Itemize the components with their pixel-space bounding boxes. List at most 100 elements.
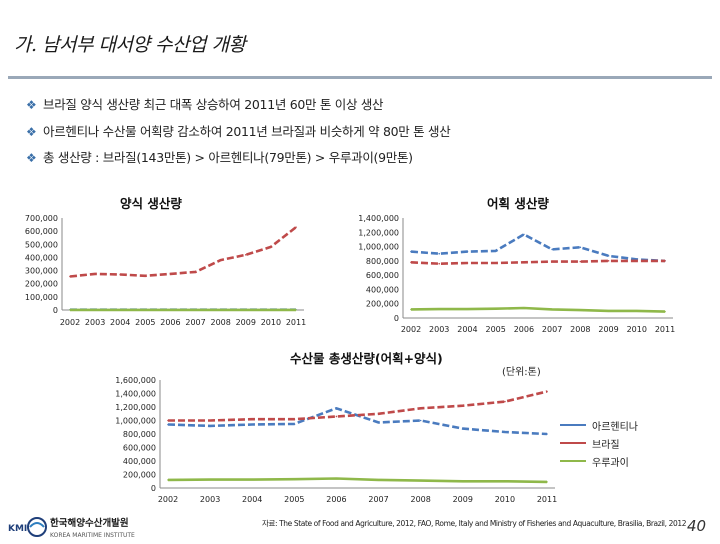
data-point — [169, 309, 172, 311]
data-point — [551, 308, 553, 311]
logo-name-ko: 한국해양수산개발원 — [50, 517, 129, 529]
data-point — [546, 433, 548, 435]
bullet-item: ❖ 총 생산량 : 브라질(143만톤) > 아르헨티나(79만톤) > 우루과이… — [26, 148, 450, 175]
y-tick-label: 100,000 — [25, 293, 58, 302]
bullet-text: 브라질 양식 생산량 최근 대폭 상승하여 2011년 60만 톤 이상 생산 — [43, 97, 384, 112]
data-point — [209, 425, 211, 427]
bullet-list: ❖ 브라질 양식 생산량 최근 대폭 상승하여 2011년 60만 톤 이상 생산… — [26, 95, 451, 175]
x-tick-label: 2011 — [537, 495, 557, 504]
data-point — [251, 418, 254, 420]
diamond-bullet-icon: ❖ — [26, 151, 37, 165]
x-tick-label: 2002 — [60, 318, 80, 327]
data-point — [219, 309, 222, 311]
logo-abbr: KMI — [8, 524, 27, 534]
x-tick-label: 2011 — [286, 318, 306, 327]
data-point — [194, 271, 197, 273]
data-point — [167, 423, 169, 426]
data-point — [167, 479, 169, 481]
series-line-우루과이 — [167, 477, 548, 484]
data-point — [551, 248, 553, 251]
data-point — [466, 250, 469, 253]
data-point — [295, 226, 297, 228]
data-point — [335, 415, 338, 418]
y-tick-label: 1,200,000 — [115, 403, 156, 412]
data-point — [169, 273, 172, 275]
data-point — [94, 309, 96, 311]
data-point — [209, 419, 211, 422]
x-tick-label: 2007 — [542, 325, 562, 334]
series-line-브라질 — [410, 259, 665, 266]
data-point — [504, 431, 506, 433]
aquaculture-chart-title: 양식 생산량 — [120, 196, 182, 211]
total-chart-title: 수산물 총생산량(어획+양식) — [290, 351, 443, 366]
data-point — [377, 412, 380, 415]
diamond-bullet-icon: ❖ — [26, 124, 37, 139]
data-point — [494, 307, 497, 310]
data-point — [244, 309, 247, 311]
data-point — [579, 260, 582, 263]
legend-swatch — [560, 460, 586, 462]
series-line-우루과이 — [410, 306, 666, 313]
data-point — [579, 309, 582, 311]
data-point — [293, 418, 296, 420]
data-point — [119, 273, 122, 276]
data-point — [410, 308, 412, 311]
kmi-emblem-icon: KMI 한국해양수산개발원 KOREA MARITIME INSTITUTE — [8, 517, 135, 539]
data-point — [377, 479, 380, 481]
data-point — [635, 310, 638, 312]
data-point — [410, 261, 412, 264]
data-point — [438, 308, 441, 310]
y-tick-label: 200,000 — [123, 471, 156, 480]
data-point — [69, 309, 71, 311]
y-tick-label: 600,000 — [366, 271, 399, 280]
x-tick-label: 2002 — [401, 325, 421, 334]
unit-label: (단위:톤) — [502, 367, 541, 378]
data-point — [119, 309, 122, 311]
bullet-text: 총 생산량 : 브라질(143만톤) > 아르헨티나(79만톤) > 우루과이(… — [43, 150, 413, 165]
y-tick-label: 300,000 — [25, 267, 58, 276]
series-line-아르헨티나 — [167, 406, 548, 436]
data-point — [94, 273, 96, 275]
series-line-브라질 — [168, 390, 548, 422]
x-tick-label: 2003 — [429, 325, 449, 334]
data-point — [410, 250, 412, 253]
data-point — [466, 308, 469, 310]
capture-chart: 0 200,000 400,000 600,000 800,000 1,000,000 1,… — [358, 214, 675, 334]
x-tick-label: 2009 — [453, 495, 473, 504]
x-tick-label: 2010 — [261, 318, 281, 327]
data-point — [244, 254, 247, 256]
data-point — [494, 262, 497, 264]
data-point — [194, 309, 197, 311]
x-tick-label: 2007 — [185, 318, 205, 327]
y-tick-label: 1,600,000 — [115, 376, 156, 385]
data-point — [144, 275, 147, 277]
x-tick-label: 2009 — [598, 325, 618, 334]
bullet-item: ❖ 아르헨티나 수산물 어획량 감소하여 2011년 브라질과 비슷하게 약 80… — [26, 122, 451, 149]
x-tick-label: 2008 — [570, 325, 590, 334]
x-tick-label: 2010 — [627, 325, 647, 334]
y-tick-label: 500,000 — [25, 240, 58, 249]
slide-title: 가. 남서부 대서양 수산업 개황 — [14, 34, 246, 56]
x-tick-label: 2005 — [284, 495, 304, 504]
data-point — [523, 261, 525, 264]
x-tick-label: 2006 — [326, 495, 346, 504]
data-point — [523, 233, 525, 236]
bullet-item: ❖ 브라질 양식 생산량 최근 대폭 상승하여 2011년 60만 톤 이상 생산 — [26, 95, 450, 122]
x-tick-label: 2009 — [236, 318, 256, 327]
x-tick-label: 2006 — [160, 318, 180, 327]
data-point — [494, 250, 497, 252]
data-point — [251, 478, 254, 481]
y-tick-label: 200,000 — [366, 300, 399, 309]
x-tick-label: 2004 — [457, 325, 477, 334]
legend-swatch — [560, 442, 586, 444]
data-point — [504, 480, 506, 483]
data-point — [438, 262, 441, 265]
series-line-브라질 — [69, 226, 297, 278]
data-point — [546, 481, 548, 483]
bullet-text: 아르헨티나 수산물 어획량 감소하여 2011년 브라질과 비슷하게 약 80만… — [43, 123, 451, 139]
x-tick-label: 2010 — [495, 495, 515, 504]
y-tick-label: 1,400,000 — [358, 214, 399, 223]
data-point — [461, 404, 464, 407]
data-point — [466, 262, 469, 264]
data-point — [607, 260, 610, 262]
